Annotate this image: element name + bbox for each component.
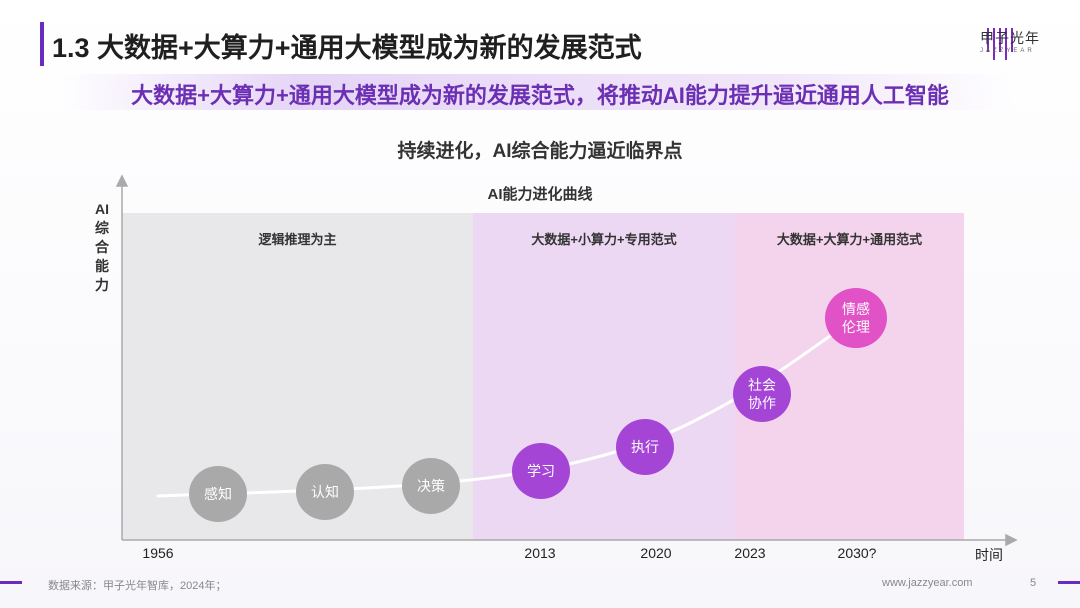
- footer-accent-left: [0, 581, 22, 584]
- website-link[interactable]: www.jazzyear.com: [882, 577, 973, 589]
- node-cognition: 认知: [296, 464, 354, 520]
- x-tick-2030: 2030?: [837, 545, 877, 561]
- jazzyear-logo-icon: [987, 28, 1013, 60]
- page-title: 1.3 大数据+大算力+通用大模型成为新的发展范式: [52, 33, 642, 63]
- node-label-line1: 社会: [748, 377, 776, 393]
- node-label: 执行: [631, 439, 659, 455]
- zone-label-3: 大数据+大算力+通用范式: [776, 232, 923, 247]
- x-tick-1956: 1956: [142, 545, 174, 561]
- node-social-collaboration: 社会 协作: [733, 366, 791, 422]
- x-tick-2020: 2020: [640, 545, 672, 561]
- x-axis-label: 时间: [975, 547, 1003, 563]
- footer-accent-right: [1058, 581, 1080, 584]
- data-source: 数据来源：甲子光年智库，2024年；: [48, 580, 227, 592]
- node-label: 感知: [204, 486, 232, 502]
- logo-subtext: JAZZYEAR: [980, 48, 1035, 54]
- node-label: 学习: [527, 463, 555, 479]
- page-number: 5: [1030, 577, 1037, 589]
- subtitle: 大数据+大算力+通用大模型成为新的发展范式，将推动AI能力提升逼近通用人工智能: [131, 83, 949, 108]
- zone-label-1: 逻辑推理为主: [258, 232, 337, 247]
- node-label: 认知: [311, 484, 339, 500]
- x-tick-2023: 2023: [734, 545, 766, 561]
- title-accent-bar: [40, 22, 44, 66]
- node-perception: 感知: [189, 466, 247, 522]
- node-learning: 学习: [512, 443, 570, 499]
- node-label: 决策: [417, 478, 445, 494]
- x-axis: [122, 533, 1018, 547]
- section-heading: 持续进化，AI综合能力逼近临界点: [397, 141, 683, 162]
- zone-label-2: 大数据+小算力+专用范式: [531, 232, 677, 247]
- x-tick-2013: 2013: [524, 545, 556, 561]
- node-label-line2: 伦理: [842, 319, 870, 335]
- node-emotion-ethics: 情感 伦理: [825, 288, 887, 348]
- subtitle-banner: [62, 74, 1012, 110]
- y-axis: [115, 174, 129, 540]
- node-decision: 决策: [402, 458, 460, 514]
- chart-title: AI能力进化曲线: [487, 186, 593, 203]
- node-label-line2: 协作: [748, 395, 776, 411]
- node-execution: 执行: [616, 419, 674, 475]
- logo-text: 甲子光年: [980, 30, 1040, 46]
- node-label-line1: 情感: [842, 301, 870, 317]
- y-axis-label: AI综合能力: [95, 201, 109, 293]
